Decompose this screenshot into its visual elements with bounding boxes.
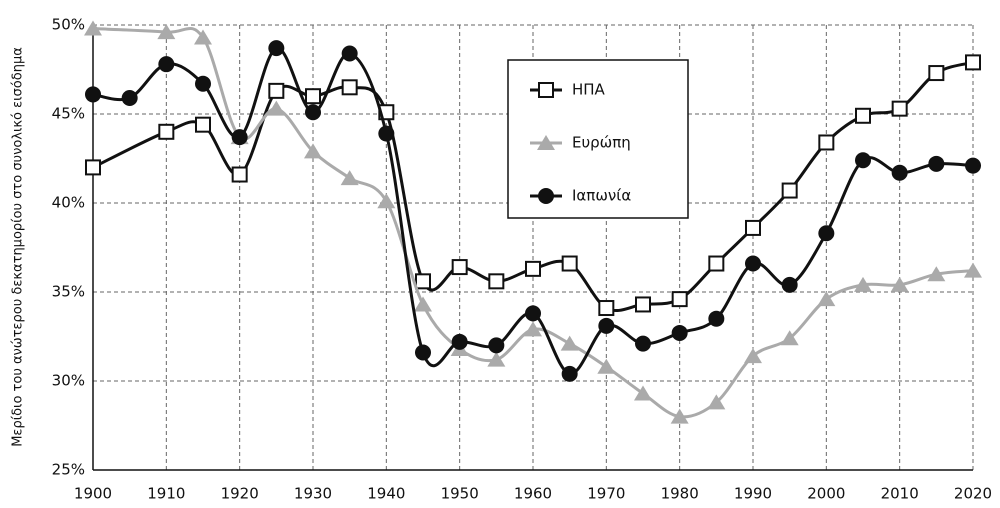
y-tick-label: 25% bbox=[52, 461, 85, 479]
marker bbox=[890, 276, 909, 292]
marker bbox=[121, 89, 138, 106]
x-tick-label: 1950 bbox=[441, 485, 479, 503]
marker bbox=[488, 273, 505, 290]
legend-label: ΗΠΑ bbox=[572, 81, 606, 99]
marker bbox=[157, 24, 176, 40]
marker bbox=[854, 276, 872, 292]
marker bbox=[525, 305, 541, 322]
y-tick-label: 50% bbox=[52, 16, 85, 34]
marker bbox=[524, 321, 542, 337]
marker bbox=[928, 155, 945, 172]
marker bbox=[818, 134, 835, 151]
marker bbox=[891, 164, 908, 181]
marker bbox=[267, 100, 286, 116]
marker bbox=[561, 255, 578, 272]
marker bbox=[85, 86, 101, 103]
marker bbox=[707, 394, 726, 410]
marker bbox=[927, 266, 946, 282]
marker bbox=[488, 337, 505, 354]
marker bbox=[378, 125, 395, 142]
marker bbox=[268, 82, 285, 99]
marker bbox=[598, 317, 615, 334]
marker bbox=[781, 182, 798, 199]
marker bbox=[305, 104, 321, 121]
marker bbox=[487, 351, 506, 367]
marker bbox=[598, 300, 615, 317]
y-tick-label: 40% bbox=[52, 194, 85, 212]
marker bbox=[340, 170, 359, 186]
y-tick-label: 35% bbox=[52, 283, 85, 301]
marker bbox=[231, 166, 248, 183]
marker bbox=[597, 358, 616, 374]
x-tick-label: 1970 bbox=[587, 485, 625, 503]
marker bbox=[231, 129, 248, 146]
marker bbox=[965, 54, 981, 71]
marker bbox=[415, 344, 431, 361]
marker bbox=[745, 219, 761, 236]
y-tick-label: 30% bbox=[52, 372, 85, 390]
y-tick-label: 45% bbox=[52, 105, 85, 123]
x-tick-label: 1960 bbox=[514, 485, 552, 503]
legend-label: Ιαπωνία bbox=[572, 187, 631, 205]
x-tick-label: 1910 bbox=[147, 485, 185, 503]
marker bbox=[671, 291, 688, 308]
marker bbox=[195, 75, 211, 92]
legend-label: Ευρώπη bbox=[572, 134, 631, 152]
marker bbox=[194, 29, 212, 45]
marker bbox=[158, 123, 175, 140]
marker bbox=[341, 79, 358, 96]
marker bbox=[855, 107, 871, 124]
marker bbox=[414, 296, 432, 312]
x-tick-label: 1930 bbox=[294, 485, 332, 503]
marker bbox=[670, 408, 689, 424]
marker bbox=[268, 40, 285, 57]
marker bbox=[781, 276, 798, 293]
marker bbox=[780, 330, 799, 346]
legend-marker bbox=[537, 135, 555, 150]
marker bbox=[84, 20, 102, 36]
marker bbox=[158, 56, 175, 73]
marker bbox=[635, 296, 651, 313]
marker bbox=[85, 159, 101, 176]
marker bbox=[305, 88, 321, 105]
marker bbox=[635, 335, 651, 352]
x-tick-label: 1940 bbox=[367, 485, 405, 503]
marker bbox=[965, 157, 981, 174]
marker bbox=[195, 116, 211, 133]
legend-marker bbox=[538, 82, 554, 98]
x-tick-label: 2010 bbox=[881, 485, 919, 503]
marker bbox=[928, 65, 945, 82]
marker bbox=[891, 100, 908, 117]
marker bbox=[560, 335, 579, 351]
marker bbox=[818, 225, 835, 242]
marker bbox=[671, 324, 688, 341]
marker bbox=[708, 310, 725, 327]
series-line bbox=[92, 46, 974, 376]
x-tick-label: 1980 bbox=[661, 485, 699, 503]
marker bbox=[744, 348, 762, 364]
x-tick-label: 1920 bbox=[221, 485, 259, 503]
marker bbox=[561, 365, 578, 382]
x-tick-label: 1990 bbox=[734, 485, 772, 503]
x-tick-label: 2020 bbox=[954, 485, 992, 503]
marker bbox=[964, 262, 982, 278]
marker bbox=[304, 143, 322, 159]
x-tick-label: 2000 bbox=[807, 485, 845, 503]
marker bbox=[855, 152, 871, 169]
marker bbox=[377, 193, 396, 209]
marker bbox=[415, 273, 431, 290]
marker bbox=[525, 260, 541, 277]
legend-marker bbox=[538, 188, 554, 204]
marker bbox=[817, 291, 836, 307]
y-axis-label: Μερίδιο του ανώτερου δεκατημορίου στο συ… bbox=[11, 47, 26, 447]
marker bbox=[341, 45, 358, 62]
x-tick-label: 1900 bbox=[74, 485, 112, 503]
marker bbox=[745, 255, 761, 272]
marker bbox=[708, 255, 725, 272]
marker bbox=[451, 333, 468, 350]
marker bbox=[451, 259, 468, 276]
marker bbox=[634, 385, 652, 401]
